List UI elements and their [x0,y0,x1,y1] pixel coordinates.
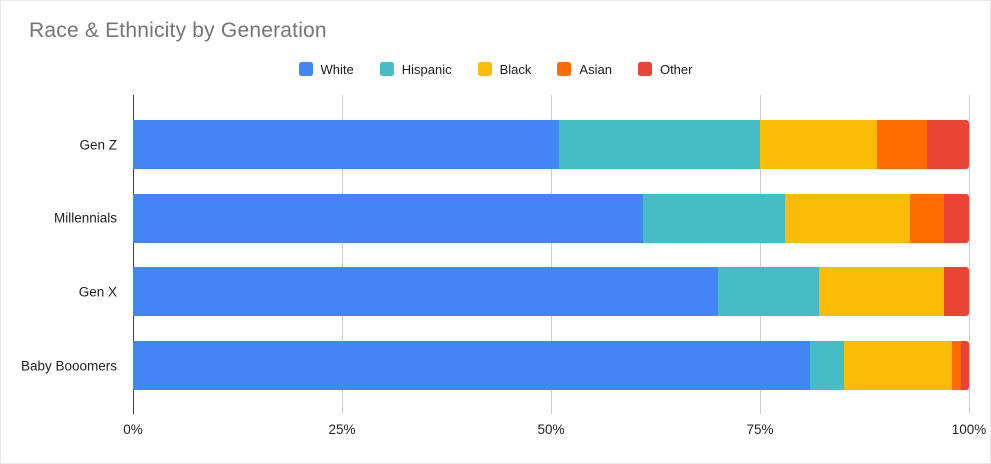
legend-swatch-icon [298,62,313,76]
legend-item-black[interactable]: Black [477,61,532,77]
stacked-bar [133,341,969,390]
bar-segment-gen-z-black[interactable] [759,120,878,169]
bar-row-gen-x: Gen X [79,267,969,317]
bar-segment-millennials-white[interactable] [133,193,643,243]
legend-item-hispanic[interactable]: Hispanic [379,61,452,77]
bar-segment-gen-z-other[interactable] [927,120,969,169]
gridline [341,95,343,414]
plot-area: Gen Z Millennials Gen X Baby Booomers 0% 25%… [21,95,986,437]
legend-label: Other [659,61,693,77]
stacked-bar [133,267,969,317]
bar-segment-baby-booomers-hispanic[interactable] [810,341,844,390]
bar-segment-millennials-black[interactable] [785,193,911,243]
category-label: Millennials [53,210,117,226]
x-axis-tick-labels: 0% 25% 50% 75% 100% [123,422,986,440]
bar-row-baby-booomers: Baby Booomers [21,341,969,390]
category-label: Gen Z [79,137,117,152]
bar-segment-baby-booomers-asian[interactable] [952,341,961,390]
bar-segment-baby-booomers-white[interactable] [133,341,811,390]
bar-segment-gen-z-hispanic[interactable] [559,120,760,169]
y-axis-line [132,95,134,414]
legend-item-white[interactable]: White [298,61,354,77]
bar-segment-baby-booomers-other[interactable] [960,341,969,390]
legend-swatch-icon [477,62,492,76]
category-label: Baby Booomers [20,358,117,373]
bar-segment-gen-x-black[interactable] [818,267,944,317]
gridline [968,95,970,414]
bar-segment-gen-z-asian[interactable] [877,120,928,169]
legend-label: Asian [579,61,612,77]
category-label: Gen X [78,284,117,300]
chart-title: Race & Ethnicity by Generation [29,19,327,42]
gridline [550,95,552,414]
bar-segment-gen-x-hispanic[interactable] [718,267,819,317]
legend-swatch-icon [557,62,572,76]
legend-item-other[interactable]: Other [637,61,693,77]
bar-row-gen-z: Gen Z [79,120,969,169]
bar-segment-gen-z-white[interactable] [133,120,560,169]
legend-item-asian[interactable]: Asian [557,62,612,77]
x-tick-label: 25% [328,422,356,437]
x-tick-label: 0% [123,422,143,437]
x-tick-label: 100% [951,422,987,437]
bar-row-millennials: Millennials [54,193,969,243]
legend-label: Hispanic [401,61,452,77]
bar-segment-millennials-asian[interactable] [910,193,944,243]
legend-label: Black [499,61,532,77]
bar-segment-gen-x-other[interactable] [943,267,969,317]
stacked-bar [133,120,969,169]
legend-label: White [320,61,354,77]
x-tick-label: 75% [746,422,774,437]
bar-segment-millennials-other[interactable] [943,193,969,243]
gridline [759,95,761,414]
bar-segment-baby-booomers-black[interactable] [843,341,953,390]
legend-swatch-icon [379,62,394,76]
bar-segment-gen-x-white[interactable] [133,267,719,317]
stacked-bar [133,193,969,243]
x-tick-label: 50% [537,422,565,437]
legend: White Hispanic Black Asian Other [1,60,990,78]
bar-segment-millennials-hispanic[interactable] [642,193,786,243]
legend-swatch-icon [637,62,652,76]
